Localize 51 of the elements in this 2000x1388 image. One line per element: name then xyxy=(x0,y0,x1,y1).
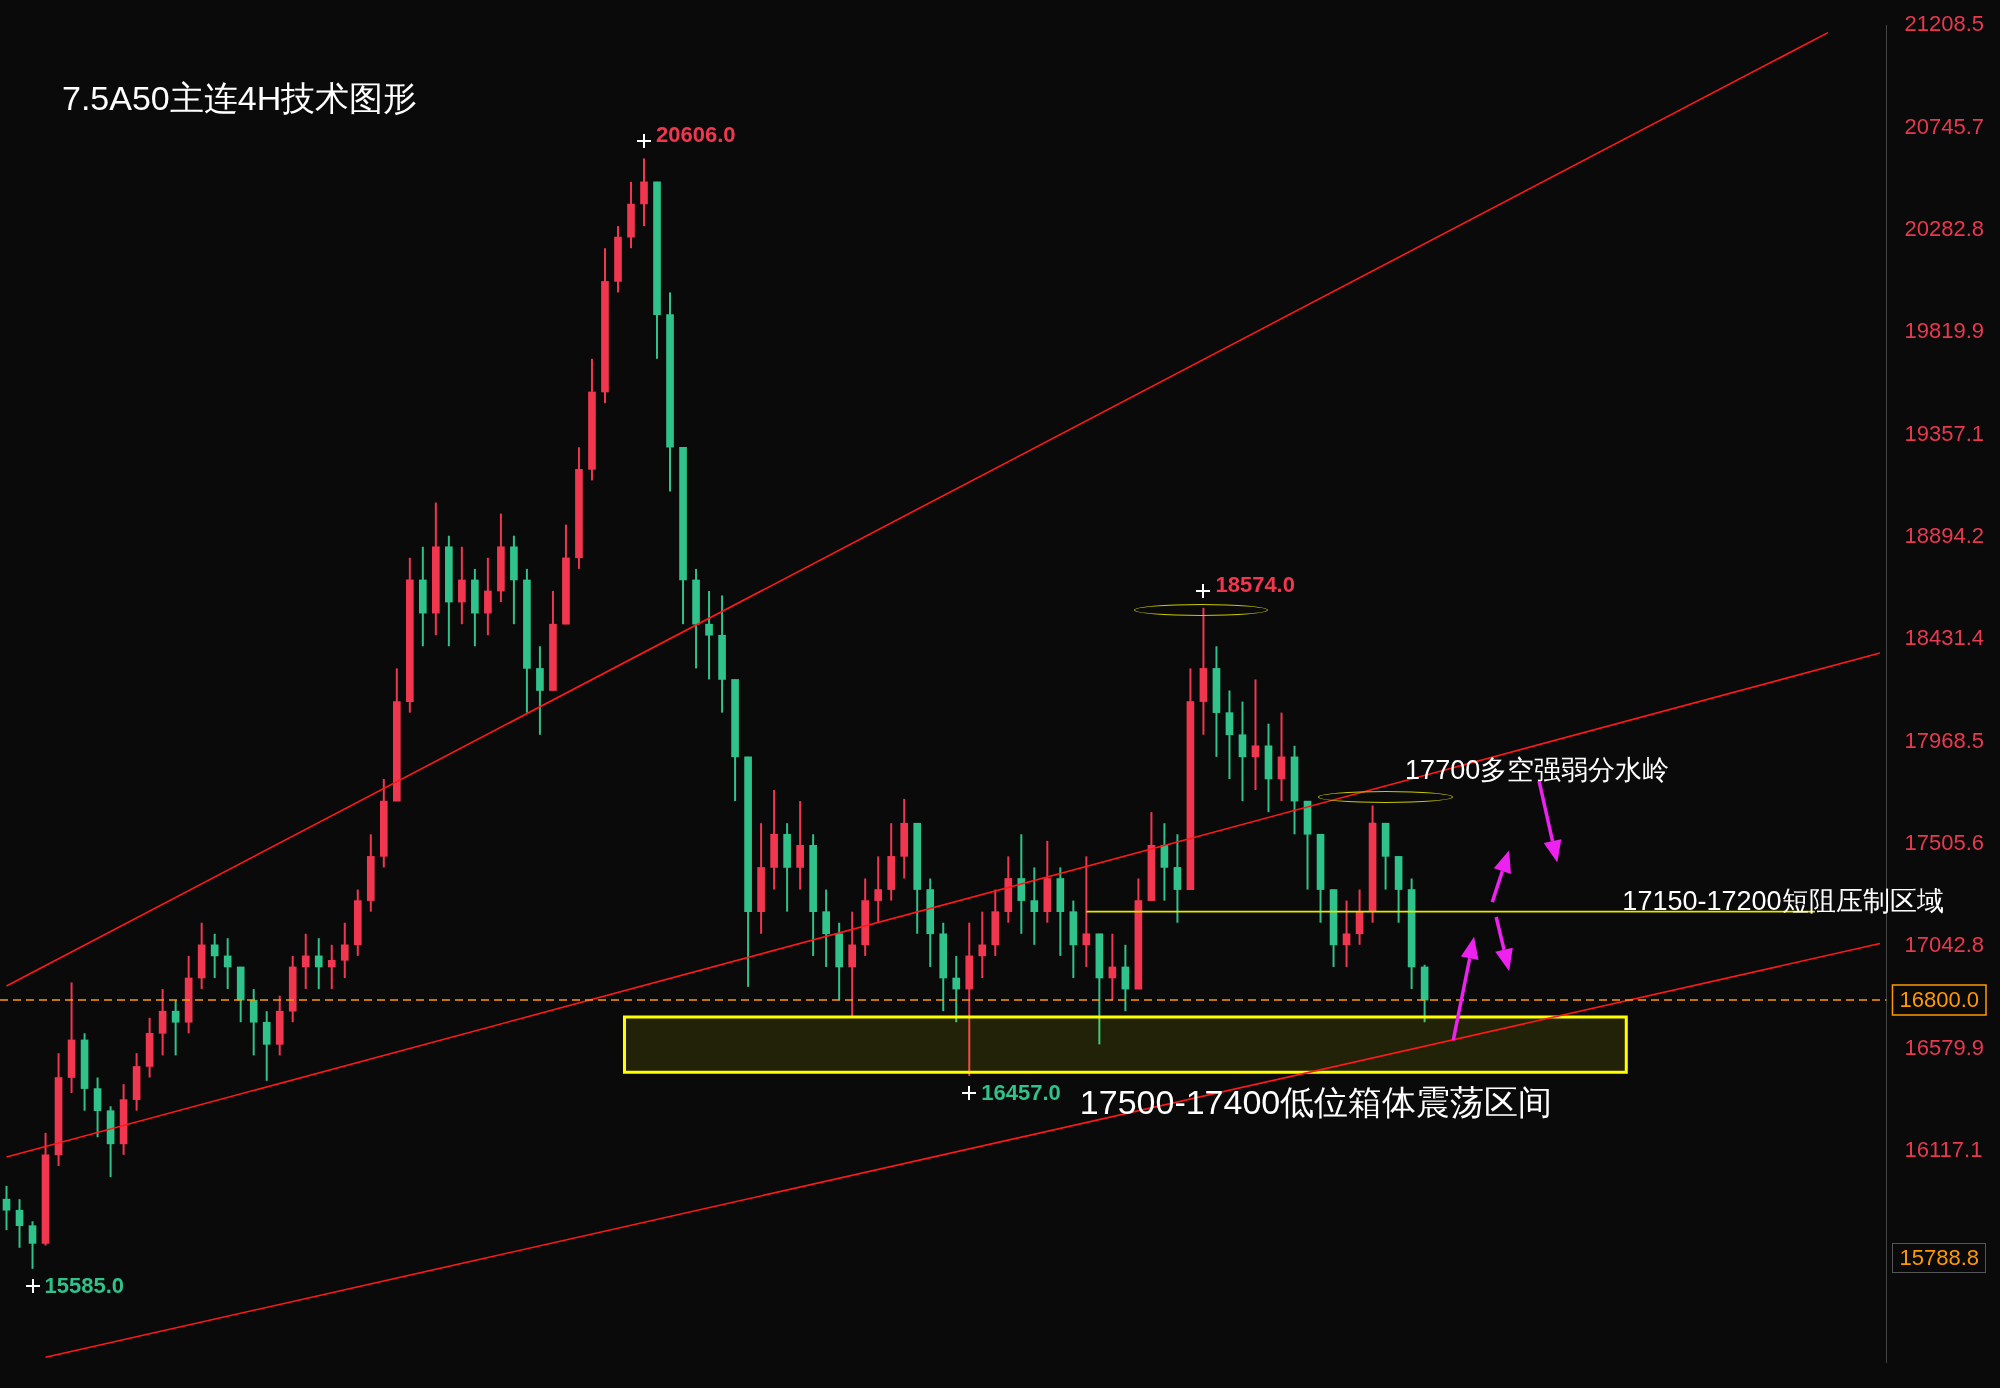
candlestick xyxy=(978,910,987,980)
text: 16457.0 xyxy=(981,1079,1061,1105)
candlestick xyxy=(249,988,258,1057)
candlestick xyxy=(1017,833,1026,935)
text: 15788.8 xyxy=(1892,1242,1986,1273)
candlestick xyxy=(314,937,323,991)
candlestick xyxy=(484,556,492,637)
y-tick-label: 21208.5 xyxy=(1904,11,1985,37)
candlestick xyxy=(1342,899,1351,968)
candlestick xyxy=(796,800,804,891)
candlestick xyxy=(327,943,336,991)
ref-line-label: 16800.0 xyxy=(1899,987,1980,1013)
candlestick xyxy=(1030,866,1039,946)
candlestick xyxy=(171,999,180,1057)
candlestick xyxy=(93,1076,102,1139)
y-tick-label: 20745.7 xyxy=(1904,113,1985,139)
y-tick-label: 18431.4 xyxy=(1904,625,1985,651)
y-tick-label: 17505.6 xyxy=(1904,830,1985,856)
candlestick xyxy=(15,1198,24,1249)
candlestick xyxy=(874,855,883,924)
candlestick xyxy=(1238,700,1247,803)
y-tick-label: 18894.2 xyxy=(1904,523,1985,549)
candlestick xyxy=(28,1220,37,1270)
candlestick xyxy=(2,1184,11,1232)
candlestick xyxy=(223,937,232,991)
candlestick xyxy=(340,921,349,980)
candlestick xyxy=(822,888,830,968)
candlestick xyxy=(301,932,310,991)
candlestick xyxy=(158,988,167,1057)
y-tick-label: 19819.9 xyxy=(1904,318,1985,344)
candlestick xyxy=(458,545,466,626)
candlestick xyxy=(1082,855,1091,968)
y-tick-label: 16117.1 xyxy=(1904,1137,1983,1163)
candlestick xyxy=(705,590,713,681)
candlestick xyxy=(1173,833,1182,924)
candlestick xyxy=(640,157,648,228)
y-tick-label: 19357.1 xyxy=(1904,420,1985,446)
text: 18574.0 xyxy=(1215,571,1295,597)
candlestick xyxy=(262,1010,271,1082)
y-tick-label: 17968.5 xyxy=(1904,727,1985,753)
annotation: 17150-17200短阻压制区域 xyxy=(1622,884,1944,918)
y-tick-label: 17042.8 xyxy=(1904,932,1985,958)
y-tick-label: 20282.8 xyxy=(1904,215,1985,241)
candlestick xyxy=(952,954,961,1024)
y-tick-label: 16579.9 xyxy=(1904,1034,1985,1060)
text: 7.5A50主连4H技术图形 xyxy=(62,78,418,119)
candlestick xyxy=(536,645,544,736)
candlestick xyxy=(1225,689,1234,780)
text: 15585.0 xyxy=(44,1272,125,1298)
candlestick xyxy=(1251,678,1260,792)
text: 20606.0 xyxy=(656,122,736,148)
